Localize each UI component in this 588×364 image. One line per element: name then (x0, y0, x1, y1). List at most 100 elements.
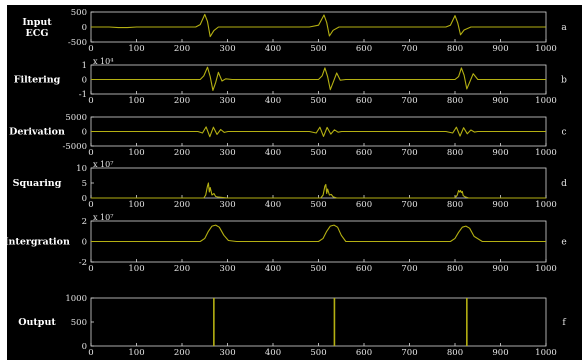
x-tick-label: 200 (174, 148, 190, 158)
x-tick-label: 200 (174, 348, 190, 358)
x-tick-label: 100 (128, 44, 144, 54)
y-axis-label: Input ECG (22, 17, 52, 39)
y-tick-label: 0 (82, 194, 87, 204)
y-tick-label: 10 (76, 164, 87, 174)
x-tick-label: 700 (401, 264, 417, 274)
x-tick-label: 0 (88, 264, 93, 274)
x-tick-label: 800 (447, 264, 463, 274)
x-tick-label: 500 (310, 44, 326, 54)
x-tick-label: 100 (128, 148, 144, 158)
x-tick-label: 500 (310, 348, 326, 358)
x-tick-label: 100 (128, 348, 144, 358)
y-axis-label: Derivation (9, 127, 65, 138)
x-tick-label: 300 (219, 348, 235, 358)
panel-tag: d (561, 179, 567, 189)
x-tick-label: 100 (128, 96, 144, 106)
x-tick-label: 0 (88, 44, 93, 54)
y-tick-label: 0 (82, 342, 87, 352)
x-tick-label: 1000 (535, 96, 557, 106)
x-tick-label: 500 (310, 200, 326, 210)
x-tick-label: 0 (88, 148, 93, 158)
x-tick-label: 400 (265, 200, 281, 210)
y-axis-label: Output (18, 317, 56, 328)
x-tick-label: 0 (88, 348, 93, 358)
x-tick-label: 700 (401, 348, 417, 358)
y-tick-label: 5000 (65, 113, 87, 123)
x-tick-label: 400 (265, 44, 281, 54)
y-tick-label: 5 (82, 179, 87, 189)
x-tick-label: 700 (401, 96, 417, 106)
x-tick-label: 400 (265, 148, 281, 158)
x-tick-label: 900 (492, 200, 508, 210)
x-tick-label: 1000 (535, 44, 557, 54)
x-tick-label: 100 (128, 264, 144, 274)
x-tick-label: 200 (174, 264, 190, 274)
x-tick-label: 300 (219, 44, 235, 54)
y-tick-label: 0 (82, 238, 87, 248)
signal-line (91, 126, 546, 138)
y-tick-label: -5000 (62, 142, 87, 152)
x-tick-label: 800 (447, 348, 463, 358)
y-tick-label: 1000 (65, 294, 87, 304)
x-tick-label: 200 (174, 44, 190, 54)
y-tick-label: 0 (82, 128, 87, 138)
y-tick-label: -1 (79, 90, 87, 100)
signal-line (91, 13, 546, 38)
y-tick-label: 1 (82, 61, 87, 71)
x-tick-label: 600 (356, 348, 372, 358)
axis-multiplier: x 10⁴ (93, 57, 113, 66)
x-tick-label: 200 (174, 200, 190, 210)
x-tick-label: 1000 (535, 200, 557, 210)
x-tick-label: 300 (219, 264, 235, 274)
x-tick-label: 600 (356, 44, 372, 54)
x-tick-label: 500 (310, 264, 326, 274)
x-tick-label: 1000 (535, 264, 557, 274)
x-tick-label: 400 (265, 348, 281, 358)
x-tick-label: 600 (356, 200, 372, 210)
x-tick-label: 600 (356, 148, 372, 158)
axis-multiplier: x 10⁷ (93, 213, 113, 222)
x-tick-label: 500 (310, 148, 326, 158)
x-tick-label: 700 (401, 200, 417, 210)
x-tick-label: 900 (492, 44, 508, 54)
signal-line (91, 182, 546, 199)
x-tick-label: 800 (447, 96, 463, 106)
x-tick-label: 200 (174, 96, 190, 106)
panel-tag: f (562, 318, 566, 328)
y-tick-label: 2 (82, 217, 87, 227)
x-tick-label: 700 (401, 44, 417, 54)
x-tick-label: 300 (219, 200, 235, 210)
x-tick-label: 900 (492, 348, 508, 358)
y-axis-label: Filtering (14, 75, 61, 86)
y-axis-label: Intergration (7, 237, 70, 248)
x-tick-label: 600 (356, 96, 372, 106)
axes-box (90, 167, 547, 199)
y-axis-label: Squaring (13, 178, 62, 189)
panel-tag: a (561, 23, 567, 33)
panel-f: 0 500 1000 0 100 200 300 400 500 600 700 800 900 1000… (18, 294, 566, 358)
axis-multiplier: x 10⁷ (93, 160, 113, 169)
panel-tag: e (561, 238, 566, 248)
x-tick-label: 700 (401, 148, 417, 158)
x-tick-label: 800 (447, 148, 463, 158)
x-tick-label: 0 (88, 200, 93, 210)
y-tick-label: 500 (71, 318, 87, 328)
x-tick-label: 400 (265, 96, 281, 106)
x-tick-label: 800 (447, 200, 463, 210)
x-tick-label: 1000 (535, 148, 557, 158)
x-tick-label: 500 (310, 96, 326, 106)
x-tick-label: 300 (219, 96, 235, 106)
y-tick-label: -2 (79, 258, 87, 268)
x-tick-label: 600 (356, 264, 372, 274)
signal-line (91, 66, 546, 91)
x-tick-label: 400 (265, 264, 281, 274)
x-tick-label: 800 (447, 44, 463, 54)
y-tick-label: 0 (82, 23, 87, 33)
